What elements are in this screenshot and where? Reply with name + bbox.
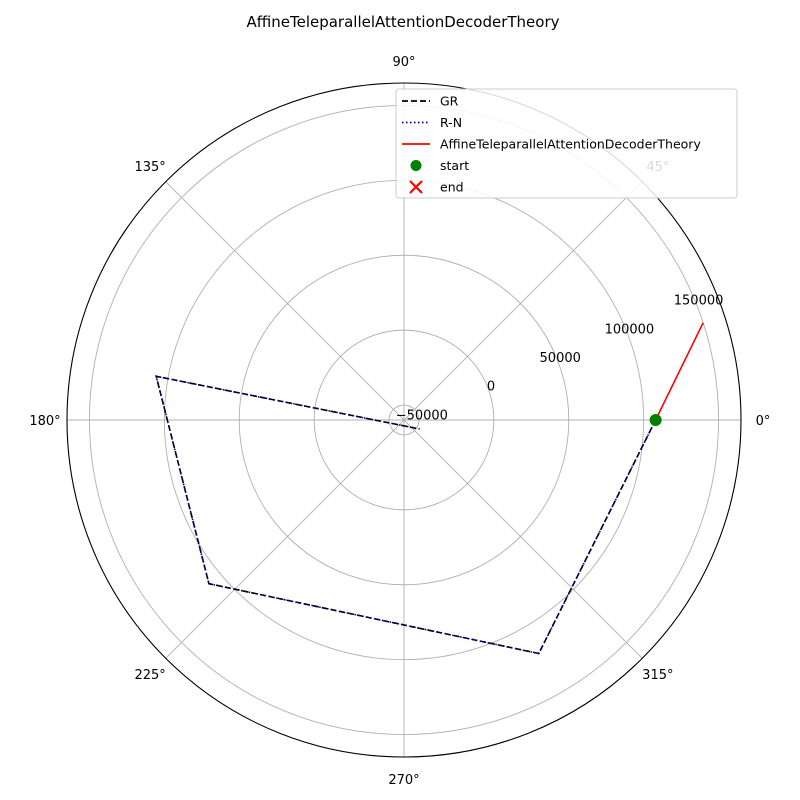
angular-grid-line	[403, 181, 643, 421]
polar-frame	[66, 82, 742, 758]
legend-swatch	[409, 180, 423, 194]
legend-item-r-n: R-N	[402, 115, 462, 130]
legend-label: R-N	[440, 115, 462, 130]
series-layer	[155, 322, 704, 655]
angle-tick-label: 135°	[134, 160, 165, 175]
legend-swatch	[410, 160, 422, 171]
legend-item-gr: GR	[402, 94, 459, 109]
start-marker	[649, 414, 662, 426]
legend-frame	[395, 88, 738, 199]
chart-title: AffineTeleparallelAttentionDecoderTheory	[246, 13, 559, 31]
polar-grid	[66, 82, 742, 758]
legend-item-end: end	[409, 180, 464, 195]
angle-tick-label: 0°	[756, 414, 771, 429]
legend-item-start: start	[410, 158, 469, 173]
angle-tick-label: 270°	[388, 773, 419, 788]
radial-tick-label: −50000	[396, 408, 448, 423]
angle-tick-label: 180°	[29, 414, 60, 429]
series-line-gr	[155, 375, 657, 655]
angle-tick-label: 90°	[392, 55, 415, 70]
angular-grid-line	[165, 181, 405, 421]
legend-label: GR	[440, 94, 459, 109]
legend-label: start	[440, 158, 469, 173]
radial-tick-label: 150000	[674, 294, 724, 309]
angle-tick-label: 225°	[134, 668, 165, 683]
radial-tick-label: 0	[487, 380, 495, 395]
legend: GR R-N AffineTeleparallelAttentionDecoderT…	[395, 88, 738, 199]
radial-tick-label: 100000	[605, 322, 655, 337]
legend-label: AffineTeleparallelAttentionDecoderTheory	[440, 137, 701, 152]
legend-label: end	[440, 180, 464, 195]
angle-tick-label: 315°	[642, 668, 673, 683]
tick-labels: 0°45°90°135°180°225°270°315°−50000050000…	[29, 55, 770, 788]
legend-item-affineteleparallelattentiondecodertheory: AffineTeleparallelAttentionDecoderTheory	[402, 137, 701, 152]
angular-grid-line	[165, 419, 405, 659]
radial-tick-label: 50000	[540, 351, 581, 366]
angular-grid-line	[403, 419, 643, 659]
series-line-affineteleparallelattentiondecodertheory	[654, 322, 704, 421]
